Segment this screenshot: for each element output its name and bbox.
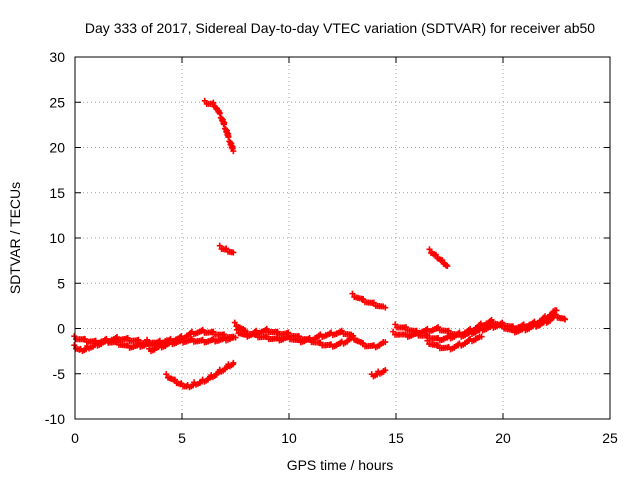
data-point bbox=[553, 307, 560, 314]
data-point bbox=[178, 380, 185, 387]
data-point bbox=[435, 324, 442, 331]
y-tick-label: -5 bbox=[53, 366, 66, 382]
y-tick-label: 20 bbox=[49, 140, 65, 156]
tick-labels: 0 5 10 15 20 25 -10 -5 0 5 10 15 20 25 30 bbox=[45, 49, 618, 446]
data-point bbox=[221, 121, 228, 128]
data-point bbox=[223, 245, 230, 252]
x-tick-label: 15 bbox=[388, 430, 404, 446]
data-point bbox=[135, 336, 142, 343]
data-point bbox=[382, 367, 389, 374]
data-point bbox=[230, 359, 237, 366]
data-point bbox=[439, 257, 446, 264]
data-point bbox=[432, 251, 439, 258]
data-point bbox=[478, 333, 485, 340]
data-point bbox=[263, 333, 270, 340]
data-point bbox=[445, 327, 452, 334]
chart-title: Day 333 of 2017, Sidereal Day-to-day VTE… bbox=[85, 20, 595, 36]
data-point bbox=[390, 328, 397, 335]
data-point bbox=[163, 371, 170, 378]
data-point bbox=[499, 319, 506, 326]
data-point bbox=[124, 334, 131, 341]
data-point bbox=[216, 110, 223, 117]
data-point bbox=[285, 333, 292, 340]
y-tick-label: -10 bbox=[45, 411, 65, 427]
data-point bbox=[71, 342, 78, 349]
data-point bbox=[317, 339, 324, 346]
data-point bbox=[562, 316, 569, 323]
x-tick-label: 20 bbox=[495, 430, 511, 446]
data-point bbox=[444, 263, 451, 270]
y-tick-label: 15 bbox=[49, 185, 65, 201]
data-point bbox=[231, 319, 238, 326]
data-point bbox=[210, 99, 217, 106]
x-tick-label: 0 bbox=[71, 430, 79, 446]
axis-ticks bbox=[74, 56, 611, 420]
data-points bbox=[71, 97, 569, 391]
data-point bbox=[171, 376, 178, 383]
data-point bbox=[199, 326, 206, 333]
data-point bbox=[225, 134, 232, 141]
data-point bbox=[144, 336, 151, 343]
data-point bbox=[382, 339, 389, 346]
data-point bbox=[242, 327, 249, 334]
data-point bbox=[71, 333, 78, 340]
data-point bbox=[402, 324, 409, 331]
y-axis-label: SDTVAR / TECUs bbox=[7, 182, 23, 294]
data-point bbox=[228, 144, 235, 151]
data-point bbox=[201, 97, 208, 104]
data-point bbox=[230, 148, 237, 155]
data-point bbox=[263, 325, 270, 332]
x-tick-label: 25 bbox=[602, 430, 618, 446]
data-point bbox=[435, 342, 442, 349]
grid bbox=[75, 57, 610, 419]
data-point bbox=[350, 332, 357, 339]
data-point bbox=[424, 337, 431, 344]
data-point bbox=[370, 299, 377, 306]
data-point bbox=[426, 246, 433, 253]
x-tick-label: 5 bbox=[178, 430, 186, 446]
data-point bbox=[338, 327, 345, 334]
x-tick-label: 10 bbox=[281, 430, 297, 446]
data-point bbox=[360, 296, 367, 303]
data-point bbox=[210, 328, 217, 335]
data-point bbox=[81, 335, 88, 342]
y-tick-label: 30 bbox=[49, 49, 65, 65]
x-axis-label: GPS time / hours bbox=[287, 457, 394, 473]
y-tick-label: 10 bbox=[49, 230, 65, 246]
y-tick-label: 5 bbox=[57, 275, 65, 291]
data-point bbox=[360, 340, 367, 347]
data-point bbox=[382, 304, 389, 311]
data-point bbox=[216, 242, 223, 249]
data-point bbox=[424, 332, 431, 339]
y-tick-label: 25 bbox=[49, 94, 65, 110]
data-point bbox=[230, 334, 237, 341]
data-point bbox=[230, 249, 237, 256]
data-point bbox=[392, 321, 399, 328]
data-point bbox=[253, 331, 260, 338]
data-point bbox=[488, 316, 495, 323]
y-tick-label: 0 bbox=[57, 321, 65, 337]
data-point bbox=[349, 290, 356, 297]
